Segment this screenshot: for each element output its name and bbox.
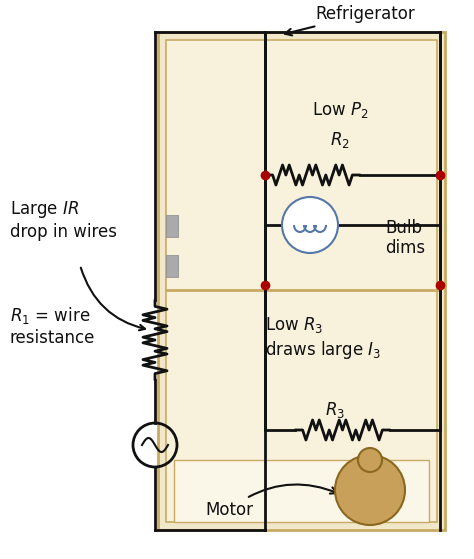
Bar [158,32,445,530]
Text: Low $R_3$: Low $R_3$ [265,315,323,335]
Circle shape [282,197,338,253]
Circle shape [335,455,405,525]
Bar [166,255,178,277]
Text: Bulb: Bulb [385,219,422,237]
Bar [166,40,437,522]
Text: draws large $I_3$: draws large $I_3$ [265,339,381,361]
Circle shape [358,448,382,472]
Text: resistance: resistance [10,329,95,347]
Bar [166,215,178,237]
Text: Motor: Motor [205,485,337,519]
Bar [174,460,429,522]
Text: dims: dims [385,239,425,257]
Text: Large $IR$: Large $IR$ [10,200,79,220]
Text: drop in wires: drop in wires [10,223,117,241]
Text: $R_3$: $R_3$ [325,400,345,420]
Text: Low $P_2$: Low $P_2$ [312,100,368,120]
Text: Refrigerator: Refrigerator [285,5,415,35]
Text: $R_1$ = wire: $R_1$ = wire [10,305,91,325]
Text: $R_2$: $R_2$ [330,130,350,150]
